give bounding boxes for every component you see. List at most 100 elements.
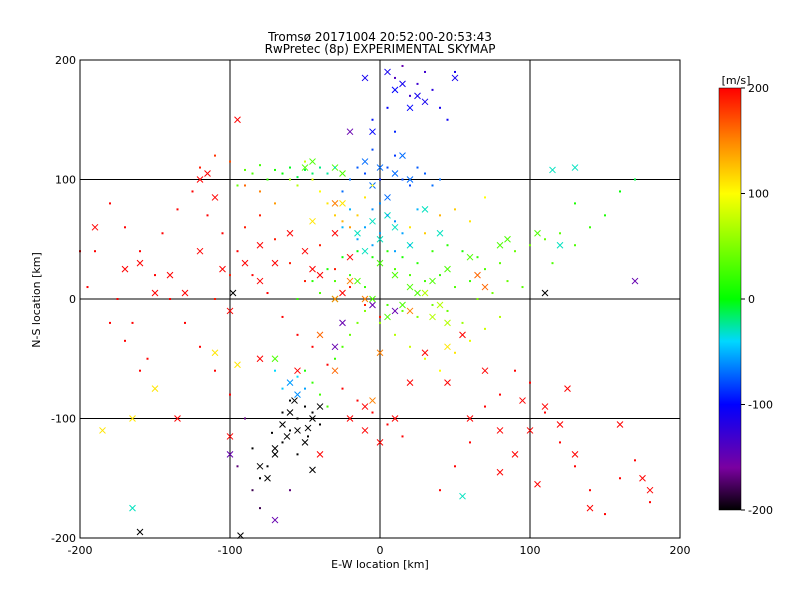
data-point-x [466, 415, 474, 422]
data-point-x [346, 253, 354, 261]
data-point-dot [499, 262, 501, 265]
data-point-dot [574, 244, 576, 247]
data-point-dot [349, 286, 351, 289]
data-point-dot [379, 232, 381, 235]
data-point-x [309, 415, 316, 422]
data-point-x [294, 427, 301, 434]
data-point-x [406, 379, 414, 387]
data-point-dot [589, 226, 591, 229]
data-point-dot [266, 292, 269, 295]
data-point-x [414, 289, 421, 297]
data-point-dot [274, 168, 276, 171]
data-point-dot [281, 315, 284, 318]
data-point-dot [296, 333, 299, 336]
data-point-x [421, 206, 429, 213]
data-point-dot [454, 70, 456, 73]
data-point-x [121, 265, 129, 273]
data-point-dot [461, 250, 464, 253]
data-point-x [391, 307, 399, 315]
data-point-dot [386, 423, 389, 426]
data-point-dot [131, 321, 134, 324]
data-point-x [444, 319, 451, 327]
data-point-dot [281, 441, 284, 444]
data-point-x [406, 307, 414, 315]
data-point-x [309, 158, 316, 165]
data-point-dot [244, 184, 246, 187]
data-point-dot [236, 250, 239, 253]
data-point-x [286, 229, 294, 237]
data-point-dot [424, 172, 426, 175]
data-point-dot [109, 202, 111, 205]
data-point-dot [619, 190, 621, 193]
data-point-x [283, 433, 291, 440]
data-point-x [376, 164, 384, 171]
data-point-dot [416, 82, 419, 85]
data-point-dot [341, 226, 344, 229]
data-point-x [354, 229, 361, 237]
data-point-dot [394, 76, 396, 79]
data-point-dot [634, 178, 636, 181]
x-tick-label: 0 [377, 544, 384, 557]
data-point-dot [296, 298, 299, 300]
data-point-dot [109, 321, 111, 324]
data-point-dot [379, 202, 381, 205]
data-point-dot [394, 333, 396, 336]
data-point-dot [484, 196, 486, 199]
data-point-dot [296, 375, 299, 378]
data-point-x [481, 367, 489, 375]
data-point-dot [409, 345, 411, 348]
data-point-x [406, 104, 414, 112]
data-point-dot [446, 244, 449, 247]
data-point-x [511, 450, 519, 458]
data-point-dot [484, 268, 486, 271]
data-point-dot [311, 381, 314, 384]
data-point-dot [274, 202, 276, 205]
data-point-dot [221, 232, 224, 235]
data-point-dot [431, 184, 434, 187]
data-point-dot [259, 214, 261, 217]
data-point-dot [124, 339, 126, 342]
chart-subtitle: RwPretec (8p) EXPERIMENTAL SKYMAP [265, 42, 496, 56]
data-point-x [309, 466, 316, 474]
data-point-dot [274, 238, 276, 241]
data-point-dot [439, 178, 441, 181]
data-point-dot [199, 166, 201, 169]
data-point-dot [214, 298, 216, 300]
data-point-dot [326, 363, 329, 366]
data-point-x [541, 289, 549, 297]
data-point-x [481, 283, 489, 291]
data-point-dot [349, 274, 351, 277]
data-point-dot [499, 315, 501, 318]
y-tick-label: 0 [69, 293, 76, 306]
data-point-dot [296, 184, 299, 187]
data-point-dot [304, 168, 306, 171]
data-point-dot [139, 369, 141, 372]
data-point-x [616, 421, 624, 428]
data-point-x [229, 289, 237, 297]
data-point-dot [319, 393, 321, 396]
data-point-dot [529, 381, 531, 384]
data-point-dot [289, 178, 291, 181]
data-point-dot [86, 286, 89, 289]
data-point-dot [619, 477, 621, 480]
data-point-x [346, 128, 354, 136]
data-point-dot [544, 238, 546, 241]
data-point-dot [311, 178, 314, 181]
data-point-x [361, 158, 369, 165]
data-point-dot [326, 202, 329, 205]
data-point-dot [281, 172, 284, 175]
data-point-x [339, 170, 346, 177]
data-point-x [421, 98, 429, 106]
data-point-dot [469, 280, 471, 283]
data-point-dot [416, 262, 419, 265]
data-point-x [361, 427, 369, 434]
data-point-dot [334, 214, 336, 217]
data-point-dot [251, 274, 254, 277]
data-point-x [586, 504, 594, 512]
data-point-dot [146, 357, 149, 360]
data-point-dot [386, 214, 389, 217]
data-point-x [316, 450, 324, 458]
y-axis-label: N-S location [km] [30, 252, 43, 348]
data-point-dot [199, 345, 201, 348]
data-point-x [549, 166, 556, 174]
